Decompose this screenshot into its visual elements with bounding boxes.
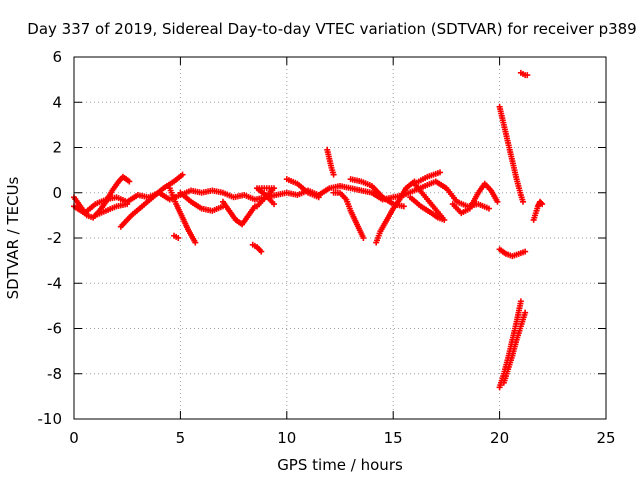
data-point	[192, 239, 199, 246]
data-points	[71, 69, 546, 391]
series-dip-8h	[219, 198, 258, 228]
chart-title: Day 337 of 2019, Sidereal Day-to-day VTE…	[27, 20, 636, 38]
x-tick-label: 25	[596, 429, 615, 447]
series-dip-13h	[330, 189, 367, 241]
series-early-arc-2	[117, 171, 186, 230]
x-tick-label: 10	[277, 429, 296, 447]
series-arc-18h	[449, 180, 501, 217]
series-x-9h	[254, 185, 278, 210]
data-point	[522, 248, 529, 255]
data-point	[360, 235, 367, 241]
y-tick-label: -10	[38, 410, 63, 428]
y-tick-label: 4	[52, 93, 62, 111]
axis-ticks: 0 5 10 15 20 25 -10 -8 -6 -4 -2 0 2 4 6	[38, 48, 616, 447]
series-spike-12h	[324, 146, 337, 178]
y-axis-label: SDTVAR / TECUs	[4, 176, 22, 299]
x-tick-label: 5	[176, 429, 186, 447]
series-x-16.5h	[407, 169, 448, 223]
data-point	[494, 198, 501, 205]
data-point	[538, 199, 545, 206]
series-deep-20h-b	[500, 309, 529, 386]
data-point	[524, 72, 531, 79]
series-steep-20h	[496, 103, 527, 205]
data-point	[522, 309, 529, 316]
series-early-arc-3	[92, 201, 131, 219]
series-top-21h	[517, 69, 531, 79]
data-point	[315, 194, 322, 201]
series-rise-10.5h	[283, 176, 322, 201]
data-point	[258, 248, 265, 255]
data-point	[485, 205, 492, 212]
grid	[74, 57, 606, 419]
data-point	[175, 235, 182, 241]
series-dip-5h	[166, 185, 199, 246]
data-point	[400, 203, 407, 210]
series-dot-5h	[171, 232, 182, 241]
data-point	[539, 201, 546, 208]
x-tick-label: 0	[69, 429, 79, 447]
y-tick-label: -2	[47, 229, 62, 247]
series-dip-15h	[373, 178, 418, 246]
x-axis-label: GPS time / hours	[277, 456, 403, 474]
y-tick-label: -8	[47, 365, 62, 383]
data-point	[437, 169, 444, 176]
data-point	[520, 198, 527, 205]
y-tick-label: 2	[52, 139, 62, 157]
y-tick-label: -6	[47, 320, 62, 338]
data-point	[271, 201, 278, 208]
plot-frame	[73, 56, 607, 420]
series-tail-22h	[530, 198, 546, 223]
series-dot-8.5h	[249, 241, 265, 255]
x-tick-label: 15	[384, 429, 403, 447]
y-tick-label: 6	[52, 48, 62, 66]
data-point	[517, 298, 524, 305]
x-tick-label: 20	[490, 429, 509, 447]
data-point	[179, 171, 186, 178]
data-point	[126, 178, 133, 185]
y-tick-label: -4	[47, 274, 62, 292]
series-deep-20h-a	[496, 298, 524, 391]
y-tick-label: 0	[52, 184, 62, 202]
series-flat-21h	[496, 246, 529, 260]
data-point	[124, 201, 131, 208]
data-point	[330, 171, 337, 178]
